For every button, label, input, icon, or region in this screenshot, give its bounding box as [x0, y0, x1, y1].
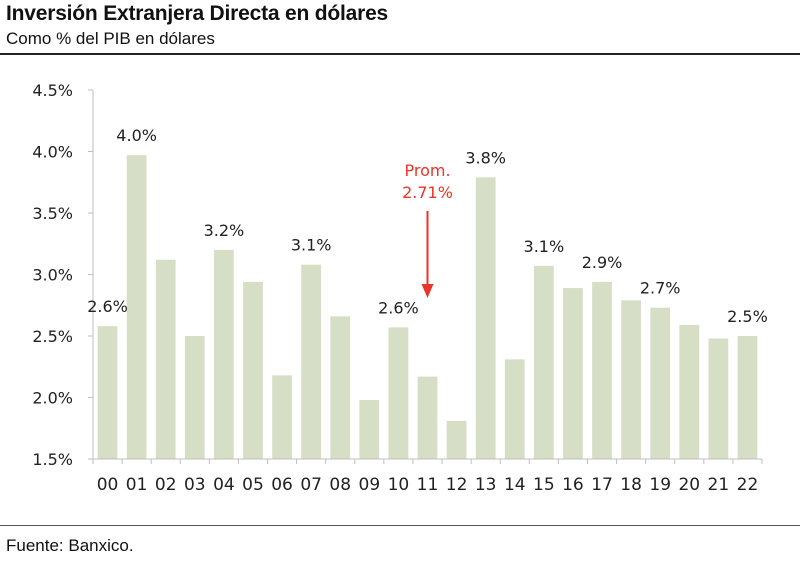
x-tick-label: 21: [708, 475, 730, 495]
source-note: Fuente: Banxico.: [6, 536, 134, 555]
data-label: 2.5%: [727, 307, 768, 326]
bar: [475, 177, 496, 459]
x-tick-label: 20: [678, 475, 700, 495]
x-tick-label: 11: [417, 475, 439, 495]
data-label: 2.6%: [87, 297, 128, 316]
bar-chart: 1.5% 2.0% 2.5% 3.0% 3.5% 4.0% 4.5% 2.6% 4.0% 3.2…: [32, 81, 768, 495]
data-label: 3.8%: [465, 148, 506, 167]
data-label: 2.9%: [582, 253, 623, 272]
bar: [155, 259, 176, 459]
bar: [708, 338, 729, 459]
x-tick-label: 03: [184, 475, 206, 495]
bar: [330, 316, 351, 459]
x-tick-label: 01: [126, 475, 148, 495]
page-title: Inversión Extranjera Directa en dólares: [6, 2, 389, 25]
bar: [621, 300, 641, 459]
x-tick-label: 02: [155, 475, 177, 495]
x-tick-label: 14: [504, 475, 526, 495]
x-tick-label: 04: [213, 475, 235, 495]
average-annotation: Prom. 2.71%: [402, 161, 453, 298]
x-tick-label: 22: [737, 475, 759, 495]
bar: [126, 155, 147, 459]
x-tick-label: 13: [475, 475, 497, 495]
data-label: 3.1%: [524, 237, 565, 256]
bar: [504, 359, 525, 459]
bars: [97, 155, 758, 459]
y-tick-label: 3.0%: [32, 266, 73, 285]
data-label: 3.2%: [204, 221, 245, 240]
data-label: 3.1%: [291, 236, 332, 255]
footer-divider: [0, 525, 800, 526]
x-tick-label: 05: [242, 475, 264, 495]
x-tick-label: 06: [271, 475, 293, 495]
y-tick-label: 4.0%: [32, 143, 73, 162]
page-subtitle: Como % del PIB en dólares: [6, 29, 215, 48]
bar: [301, 264, 322, 459]
bar: [214, 249, 234, 459]
bar: [533, 265, 554, 459]
bar: [650, 307, 671, 459]
x-axis: 00 01 02 03 04 05 06 07 08 09 10 11 12 13 14 15 16 17 18 19…: [92, 458, 763, 495]
bar: [184, 336, 205, 459]
x-tick-label: 10: [388, 475, 410, 495]
x-tick-label: 15: [533, 475, 555, 495]
annotation-arrow-head: [421, 284, 434, 298]
x-tick-label: 07: [300, 475, 322, 495]
y-tick-label: 2.5%: [32, 327, 73, 346]
y-tick-label: 4.5%: [32, 81, 73, 100]
bar-labels: 2.6% 4.0% 3.2% 3.1% 2.6% 3.8% 3.1% 2.9% 2.7% 2.5%: [87, 126, 768, 326]
y-axis: 1.5% 2.0% 2.5% 3.0% 3.5% 4.0% 4.5%: [32, 81, 94, 469]
x-tick-label: 00: [97, 475, 119, 495]
bar: [388, 327, 409, 459]
y-tick-label: 1.5%: [32, 450, 73, 469]
x-tick-label: 08: [329, 475, 351, 495]
x-tick-label: 19: [649, 475, 671, 495]
data-label: 2.7%: [640, 279, 681, 298]
data-label: 4.0%: [116, 126, 157, 145]
annotation-text: Prom.: [404, 161, 450, 180]
x-tick-label: 12: [446, 475, 468, 495]
data-label: 2.6%: [378, 298, 419, 317]
x-tick-label: 16: [562, 475, 584, 495]
bar: [243, 281, 263, 459]
bar: [679, 324, 700, 459]
y-tick-label: 2.0%: [32, 389, 73, 408]
bar: [272, 375, 292, 459]
bar: [563, 288, 583, 459]
annotation-text: 2.71%: [402, 183, 453, 202]
header-divider: [0, 53, 800, 55]
bar: [97, 326, 118, 459]
y-tick-label: 3.5%: [32, 204, 73, 223]
bar: [359, 399, 380, 459]
bar: [417, 376, 438, 459]
x-tick-label: 17: [591, 475, 613, 495]
x-tick-label: 18: [620, 475, 642, 495]
x-tick-label: 09: [359, 475, 381, 495]
bar: [446, 420, 467, 459]
bar: [592, 281, 612, 459]
bar: [737, 336, 758, 459]
